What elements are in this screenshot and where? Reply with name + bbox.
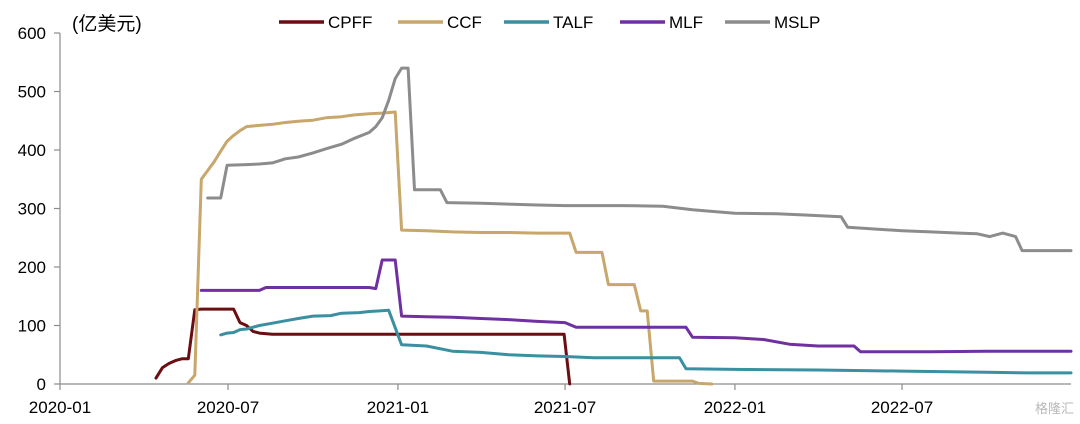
x-tick-label: 2022-07: [871, 398, 933, 417]
y-tick-label: 500: [18, 83, 46, 102]
series-lines: [154, 66, 1073, 386]
y-axis: 0 100 200 300 400 500 600: [18, 24, 61, 394]
y-tick-label: 300: [18, 200, 46, 219]
y-tick-label: 0: [37, 375, 46, 394]
x-tick-label: 2021-07: [534, 398, 596, 417]
legend-label-mslp: MSLP: [774, 13, 820, 32]
y-tick-label: 600: [18, 24, 46, 43]
legend-label-ccf: CCF: [447, 13, 482, 32]
x-axis: 2020-01 2020-07 2021-01 2021-07 2022-01 2022-…: [29, 383, 1071, 417]
legend-label-talf: TALF: [553, 13, 593, 32]
x-tick-label: 2020-07: [197, 398, 259, 417]
series-line-ccf: [186, 110, 714, 386]
legend-label-cpff: CPFF: [328, 13, 372, 32]
series-line-mlf: [199, 258, 1073, 354]
x-tick-label: 2022-01: [704, 398, 766, 417]
legend: CPFF CCF TALF MLF MSLP: [279, 13, 820, 32]
series-line-talf: [219, 308, 1073, 375]
series-line-mslp: [206, 66, 1073, 253]
watermark: 格隆汇: [1034, 402, 1074, 417]
y-tick-label: 400: [18, 141, 46, 160]
y-tick-label: 100: [18, 317, 46, 336]
legend-label-mlf: MLF: [669, 13, 703, 32]
y-tick-label: 200: [18, 258, 46, 277]
x-tick-label: 2020-01: [29, 398, 91, 417]
x-tick-label: 2021-01: [367, 398, 429, 417]
series-line-cpff: [154, 307, 572, 386]
y-axis-unit-label: (亿美元): [72, 13, 142, 35]
